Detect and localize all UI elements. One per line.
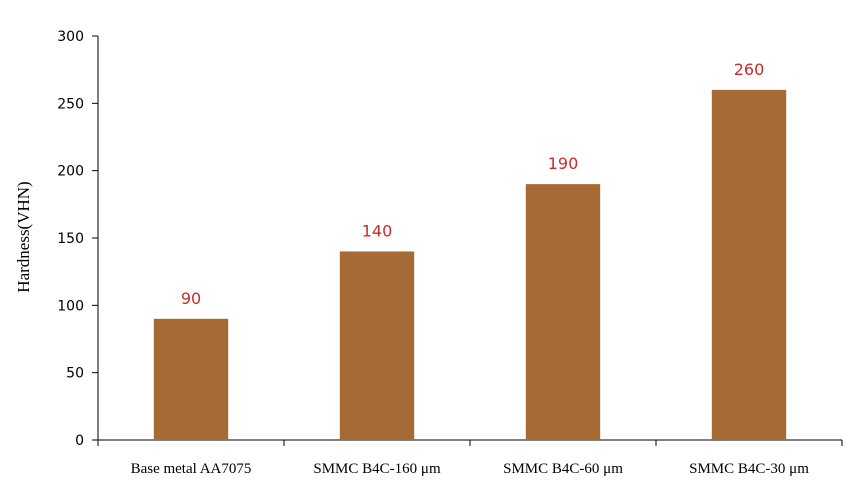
y-tick-label: 150: [57, 231, 84, 247]
bar: [525, 184, 601, 440]
y-axis-title: Hardness(VHN): [14, 181, 33, 292]
data-label: 140: [362, 221, 393, 240]
y-tick-label: 200: [57, 164, 84, 180]
y-tick-label: 0: [75, 433, 84, 449]
plot-area: 0 50 100 150 200 250 300 90 Base metal AA7075 140…: [57, 29, 843, 477]
y-tick-label: 50: [66, 366, 84, 382]
x-tick-label: SMMC B4C-160 μm: [313, 461, 441, 477]
bar: [711, 89, 787, 440]
y-tick-label: 100: [57, 298, 84, 314]
data-label: 260: [734, 60, 765, 79]
x-tick-label: Base metal AA7075: [131, 461, 252, 477]
y-tick-label: 250: [57, 96, 84, 112]
x-tick-label: SMMC B4C-30 μm: [689, 461, 809, 477]
bar: [153, 318, 229, 440]
data-label: 90: [181, 289, 201, 308]
y-tick-label: 300: [57, 29, 84, 45]
data-label: 190: [548, 154, 579, 173]
bar: [339, 251, 415, 440]
x-tick-label: SMMC B4C-60 μm: [503, 461, 623, 477]
